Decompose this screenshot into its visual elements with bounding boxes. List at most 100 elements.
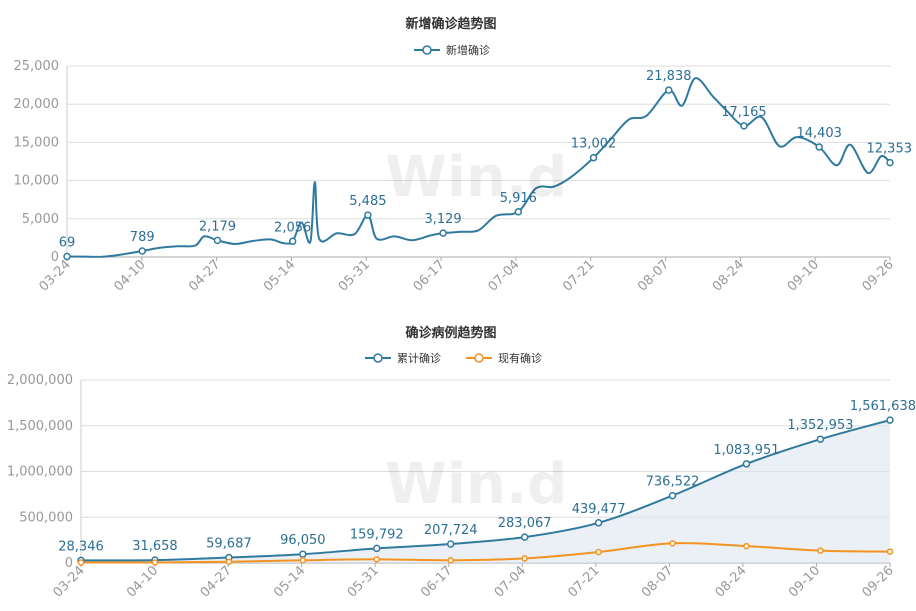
data-point-cumulative: [816, 435, 825, 443]
data-label-cumulative: 96,050: [280, 533, 326, 548]
chart-confirmed-cases: 确诊病例趋势图 累计确诊 现有确诊 0 500,000 1,000,000 1,500…: [7, 325, 916, 601]
x-tick-label: 07-21: [565, 563, 602, 600]
y-tick-label: 25,000: [14, 59, 60, 74]
chart-new-cases: 新增确诊趋势图 新增确诊 0 5,000 10,000 15,000 20,000 25,…: [14, 16, 913, 295]
x-tick-label: 04-27: [186, 257, 223, 294]
legend-cumulative[interactable]: 累计确诊: [365, 351, 441, 365]
data-label: 69: [59, 235, 76, 250]
bottom-x-axis: 03-24 04-10 04-27 05-14 05-31 06-17 07-04 07-21…: [51, 563, 897, 600]
x-tick-label: 09-10: [785, 257, 822, 294]
data-label: 12,353: [867, 142, 913, 157]
watermark-top: Win.d: [385, 145, 567, 210]
bottom-y-axis: 0 500,000 1,000,000 1,500,000 2,000,000: [7, 373, 73, 571]
data-point-active: [817, 547, 824, 554]
series-line-active: [80, 542, 891, 564]
x-tick-label: 05-31: [345, 563, 382, 600]
data-point-active: [225, 558, 233, 565]
data-label: 2,056: [274, 220, 311, 235]
y-tick-label: 2,000,000: [7, 373, 73, 388]
data-label-cumulative: 207,724: [424, 523, 478, 538]
legend-label-cumulative: 累计确诊: [397, 351, 441, 365]
legend-label-active: 现有确诊: [498, 351, 542, 365]
data-label-cumulative: 1,352,953: [787, 418, 853, 433]
legend-active[interactable]: 现有确诊: [466, 351, 542, 365]
y-tick-label: 1,500,000: [7, 419, 73, 434]
data-point: [815, 143, 823, 151]
legend-label-new-cases: 新增确诊: [446, 43, 490, 57]
cumulative-area-fill: [81, 420, 890, 563]
legend-marker-icon: [373, 353, 383, 363]
data-point: [439, 229, 447, 237]
data-point-cumulative: [742, 460, 751, 468]
legend-new-cases[interactable]: 新增确诊: [414, 43, 490, 57]
data-label: 17,165: [721, 105, 767, 120]
x-tick-label: 04-10: [111, 257, 148, 294]
data-label: 2,179: [199, 219, 236, 234]
data-point: [514, 208, 523, 216]
x-tick-label: 07-21: [560, 257, 597, 294]
data-point-cumulative: [299, 550, 307, 558]
y-tick-label: 20,000: [14, 97, 60, 112]
data-point: [665, 86, 673, 94]
data-label-cumulative: 439,477: [572, 502, 626, 517]
data-point-active: [299, 557, 307, 564]
series-line-cumulative: [80, 419, 891, 562]
data-point-cumulative: [886, 416, 894, 424]
data-label-cumulative: 28,346: [58, 539, 104, 554]
data-point: [589, 153, 598, 162]
top-y-axis: 0 5,000 10,000 15,000 20,000 25,000: [14, 59, 60, 265]
top-data-labels: 69 789 2,179 2,056 5,485 3,129 5,916 13,002 21,8…: [59, 69, 913, 261]
data-point: [138, 247, 146, 255]
data-point-cumulative: [594, 519, 603, 527]
x-tick-label: 07-04: [485, 257, 522, 294]
data-point-active: [151, 559, 159, 566]
data-point-active: [595, 548, 602, 556]
top-grid: [66, 65, 891, 261]
data-label-cumulative: 159,792: [350, 527, 404, 542]
legend-marker-icon: [422, 45, 432, 55]
x-tick-label: 05-14: [261, 257, 298, 294]
data-label: 789: [130, 230, 155, 245]
x-tick-label: 07-04: [492, 563, 529, 600]
legend-marker-icon: [474, 353, 484, 363]
data-label-cumulative: 1,083,951: [713, 443, 779, 458]
data-point-active: [743, 542, 750, 550]
x-tick-label: 08-24: [710, 257, 747, 294]
x-tick-label: 06-17: [418, 563, 455, 600]
y-tick-label: 0: [51, 250, 59, 265]
data-label-cumulative: 31,658: [132, 539, 178, 554]
x-tick-label: 09-10: [786, 563, 823, 600]
y-tick-label: 0: [65, 556, 73, 571]
x-tick-label: 08-24: [712, 563, 749, 600]
x-tick-label: 04-10: [124, 563, 161, 600]
data-point: [213, 236, 222, 245]
y-tick-label: 15,000: [14, 135, 60, 150]
y-tick-label: 500,000: [19, 510, 73, 525]
data-point-active: [447, 557, 454, 564]
bottom-data-labels: 28,346 31,658 59,687 96,050 159,792 207,724 28…: [58, 399, 916, 566]
data-label-cumulative: 283,067: [498, 516, 552, 531]
x-tick-label: 08-07: [639, 563, 676, 600]
chart-title-confirmed: 确诊病例趋势图: [405, 325, 496, 341]
data-point-cumulative: [520, 533, 529, 541]
data-point-cumulative: [446, 540, 455, 548]
y-tick-label: 5,000: [22, 212, 59, 227]
x-tick-label: 04-27: [198, 563, 235, 600]
data-point-active: [521, 555, 528, 562]
data-point: [288, 237, 297, 246]
data-label: 5,485: [349, 194, 386, 209]
y-tick-label: 1,000,000: [7, 465, 73, 480]
data-point-active: [373, 556, 381, 563]
top-x-axis: 03-24 04-10 04-27 05-14 05-31 06-17 07-04 07-21…: [37, 257, 897, 294]
chart-title-new-cases: 新增确诊趋势图: [405, 16, 496, 32]
bottom-area: [81, 420, 890, 563]
data-point: [886, 158, 894, 167]
data-point: [740, 122, 748, 130]
x-tick-label: 08-07: [635, 257, 672, 294]
data-label-cumulative: 736,522: [646, 475, 700, 490]
x-tick-label: 05-31: [336, 257, 373, 294]
data-label: 5,916: [500, 191, 537, 206]
data-label: 13,002: [571, 137, 617, 152]
data-point: [364, 211, 372, 219]
